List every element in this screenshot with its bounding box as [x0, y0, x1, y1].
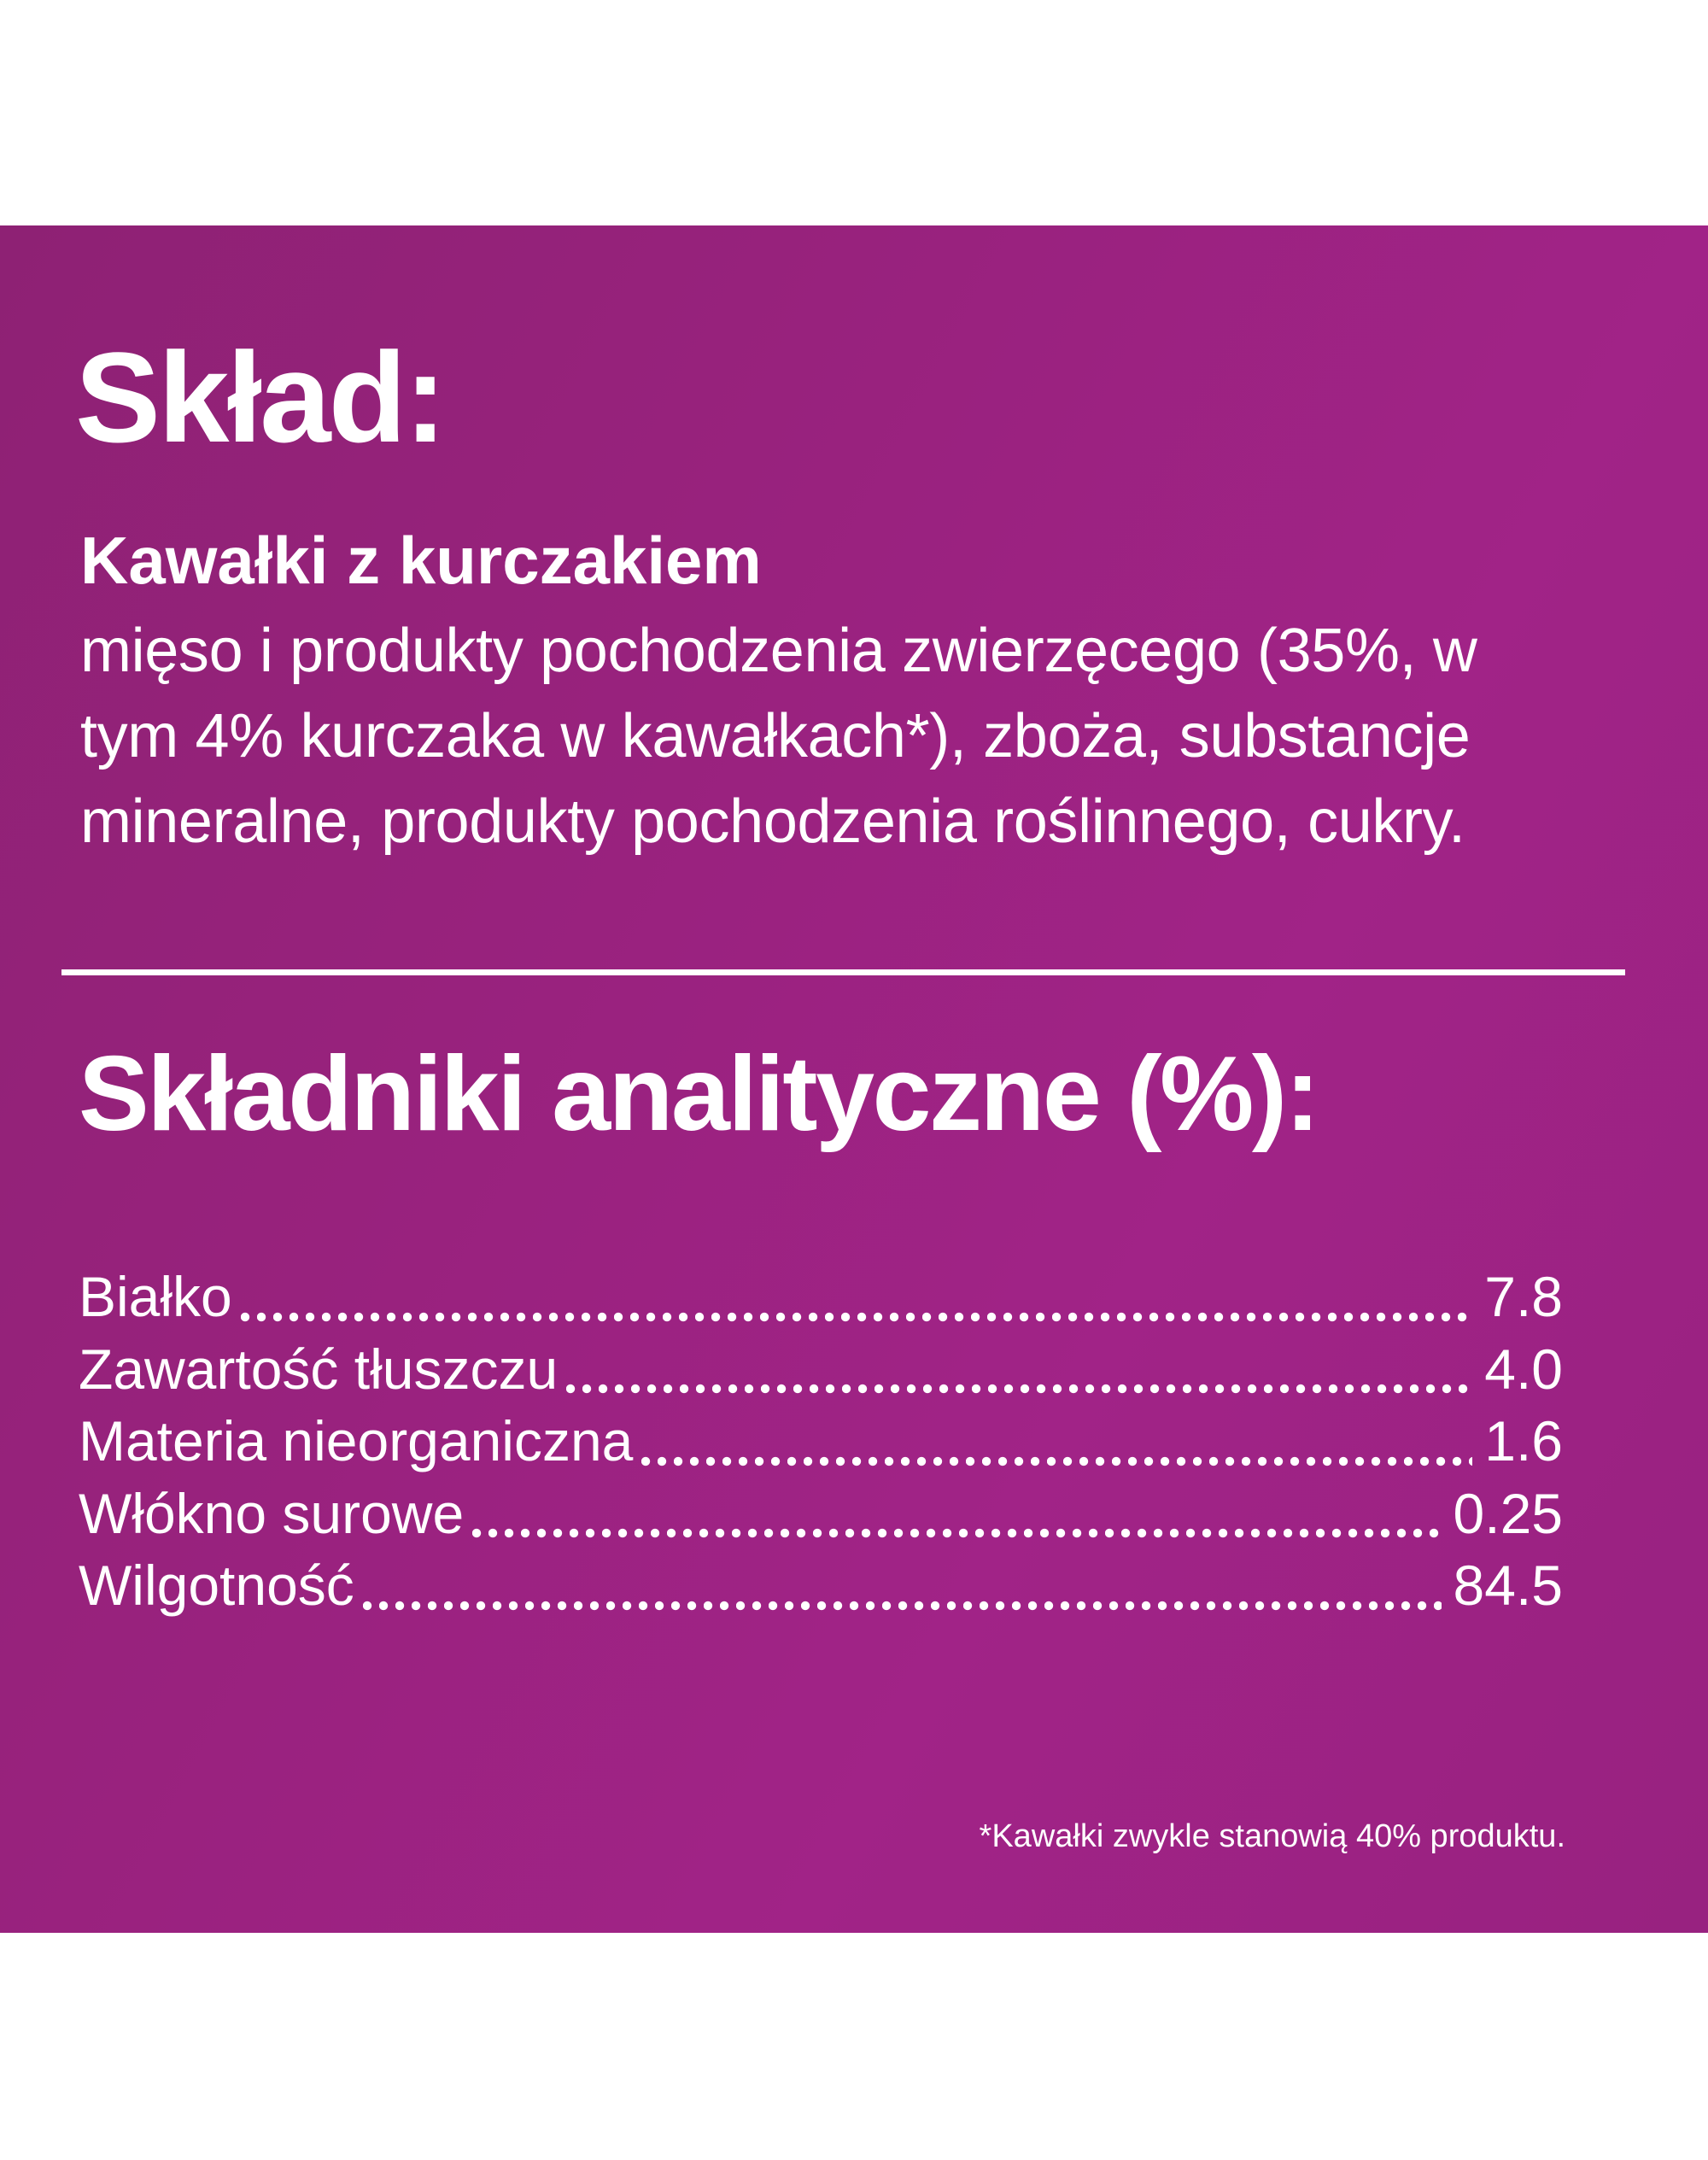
row-value: 7.8	[1484, 1265, 1563, 1328]
row-label: Włókno surowe	[79, 1481, 465, 1545]
chunks-footnote: *Kawałki zwykle stanowią 40% produktu.	[979, 1818, 1565, 1854]
row-label: Wilgotność	[79, 1554, 354, 1618]
row-value: 4.0	[1484, 1337, 1563, 1401]
ingredients-line: mineralne, produkty pochodzenia roślinne…	[80, 787, 1465, 856]
table-row: Białko 7.8	[79, 1261, 1563, 1333]
table-row: Zawartość tłuszczu 4.0	[79, 1333, 1563, 1406]
row-label: Zawartość tłuszczu	[79, 1337, 559, 1401]
ingredients-line: mięso i produkty pochodzenia zwierzęcego…	[80, 617, 1477, 685]
row-label: Białko	[79, 1265, 232, 1328]
dot-leader	[566, 1383, 1473, 1396]
purple-panel	[0, 225, 1708, 1933]
product-variant-name: Kawałki z kurczakiem	[80, 523, 762, 598]
dot-leader	[472, 1527, 1442, 1540]
analytical-section-title: Składniki analityczne (%):	[79, 1035, 1320, 1153]
table-row: Materia nieorganiczna 1.6	[79, 1405, 1563, 1478]
dot-leader	[641, 1455, 1473, 1467]
section-divider	[61, 969, 1625, 975]
row-label: Materia nieorganiczna	[79, 1409, 634, 1473]
dot-leader	[362, 1599, 1442, 1612]
analytical-table: Białko 7.8 Zawartość tłuszczu 4.0 Materi…	[79, 1261, 1563, 1622]
dot-leader	[240, 1310, 1473, 1323]
row-value: 0.25	[1453, 1481, 1563, 1545]
table-row: Włókno surowe 0.25	[79, 1478, 1563, 1550]
table-row: Wilgotność 84.5	[79, 1549, 1563, 1622]
row-value: 1.6	[1484, 1409, 1563, 1473]
ingredients-line: tym 4% kurczaka w kawałkach*), zboża, su…	[80, 702, 1471, 770]
ingredients-section-title: Skład:	[75, 325, 447, 469]
row-value: 84.5	[1453, 1554, 1563, 1618]
ingredients-text: mięso i produkty pochodzenia zwierzęcego…	[80, 608, 1477, 864]
